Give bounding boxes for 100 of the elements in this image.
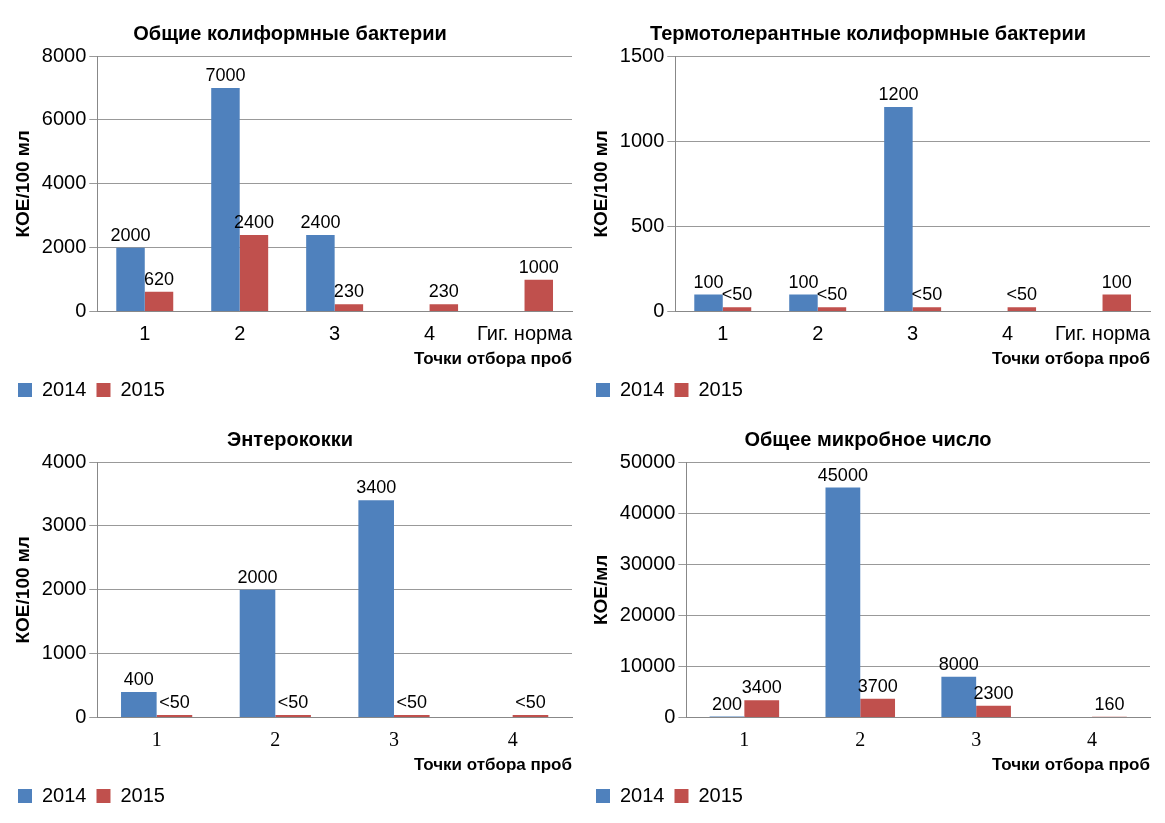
x-tick-label: 2 <box>812 322 824 345</box>
x-tick-label: 4 <box>1087 727 1098 750</box>
data-label: 2000 <box>110 224 151 245</box>
bar <box>976 705 1011 718</box>
x-tick-label: 1 <box>739 727 750 750</box>
data-label: 45000 <box>817 464 868 485</box>
data-label: <50 <box>396 692 428 713</box>
data-label: 200 <box>711 693 742 714</box>
legend-label: 2014 <box>620 783 665 806</box>
y-axis-title: КОЕ/100 мл <box>11 536 33 644</box>
data-label: 1000 <box>518 256 559 277</box>
data-label: 100 <box>788 271 819 292</box>
legend-label: 2014 <box>42 377 87 400</box>
y-tick-label: 0 <box>653 299 665 322</box>
data-label: <50 <box>159 692 190 713</box>
y-axis-title: КОЕ/100 мл <box>589 130 611 238</box>
y-tick-label: 8000 <box>41 43 87 66</box>
y-tick-label: 0 <box>664 705 676 728</box>
bar <box>817 307 847 312</box>
bar <box>512 715 549 718</box>
data-label: 1200 <box>878 84 919 105</box>
x-tick-label: 4 <box>1002 322 1014 345</box>
y-tick-label: 10000 <box>619 654 676 676</box>
bar <box>156 715 193 718</box>
x-tick-label: 4 <box>424 322 436 345</box>
legend-label: 2015 <box>120 783 165 806</box>
bar <box>275 715 311 718</box>
x-tick-label: 3 <box>907 322 919 345</box>
y-tick-label: 2000 <box>41 577 87 600</box>
data-label: 620 <box>143 268 175 289</box>
bar <box>116 247 145 312</box>
y-tick-label: 4000 <box>41 449 87 472</box>
data-label: 160 <box>1094 693 1125 714</box>
data-label: 8000 <box>938 653 979 674</box>
y-tick-label: 1000 <box>41 641 87 664</box>
legend-label: 2015 <box>120 377 165 400</box>
bar <box>1007 307 1037 312</box>
x-tick-label: 1 <box>139 322 151 345</box>
y-axis-title: КОЕ/100 мл <box>11 130 33 238</box>
bar <box>393 715 430 718</box>
chart-title: Энтерококки <box>227 427 353 450</box>
data-label: 7000 <box>205 64 246 85</box>
y-tick-label: 1500 <box>619 43 665 66</box>
x-axis-title: Точки отбора проб <box>991 755 1150 775</box>
chart-title: Общие колиформные бактерии <box>133 21 447 44</box>
bar <box>789 294 818 312</box>
y-tick-label: 50000 <box>619 449 676 472</box>
x-tick-label: 4 <box>507 727 518 750</box>
bar <box>524 279 554 312</box>
bar <box>239 234 269 312</box>
legend-label: 2015 <box>698 783 743 806</box>
data-label: <50 <box>911 284 943 305</box>
x-tick-label: 3 <box>329 322 341 345</box>
data-label: 2000 <box>237 566 278 587</box>
data-label: 2400 <box>300 211 341 232</box>
data-label: 3400 <box>741 677 782 698</box>
bar <box>239 589 276 718</box>
y-tick-label: 500 <box>630 213 665 236</box>
data-label: <50 <box>515 692 546 713</box>
y-tick-label: 30000 <box>619 551 676 574</box>
bar <box>694 294 723 312</box>
bar <box>144 291 174 312</box>
y-tick-label: 0 <box>75 299 87 322</box>
x-tick-label: 2 <box>234 322 246 345</box>
data-label: 230 <box>333 281 364 302</box>
data-label: 230 <box>428 281 459 302</box>
x-tick-label: 1 <box>717 322 729 345</box>
bar <box>1102 294 1132 312</box>
y-tick-label: 40000 <box>619 500 676 523</box>
x-axis-title: Точки отбора проб <box>413 349 572 369</box>
x-tick-label: 2 <box>270 727 281 750</box>
x-tick-label: 2 <box>855 727 866 750</box>
y-tick-label: 1000 <box>619 128 665 151</box>
data-label: <50 <box>1006 284 1038 305</box>
x-tick-label: Гиг. норма <box>477 322 573 345</box>
x-axis-title: Точки отбора проб <box>413 755 572 775</box>
bar <box>358 500 394 718</box>
legend-label: 2015 <box>698 377 743 400</box>
x-axis-title: Точки отбора проб <box>991 349 1150 369</box>
bar <box>306 234 335 312</box>
legend-label: 2014 <box>42 783 87 806</box>
x-tick-label: 3 <box>971 727 982 750</box>
x-tick-label: 3 <box>388 727 399 750</box>
data-label: 400 <box>123 669 154 690</box>
y-tick-label: 0 <box>75 705 87 728</box>
y-tick-label: 3000 <box>41 513 87 536</box>
bar <box>744 700 780 718</box>
bar <box>912 307 942 312</box>
x-tick-label: Гиг. норма <box>1055 322 1151 345</box>
y-tick-label: 20000 <box>619 602 676 625</box>
bar <box>722 307 752 312</box>
y-tick-label: 2000 <box>41 235 87 258</box>
data-label: 3400 <box>356 477 397 498</box>
data-label: 100 <box>1101 271 1132 292</box>
bar <box>429 304 459 312</box>
legend-label: 2014 <box>620 377 665 400</box>
y-axis-title: КОЕ/мл <box>589 554 611 626</box>
x-tick-label: 1 <box>151 727 162 750</box>
chart-title: Термотолерантные колиформные бактерии <box>649 21 1087 44</box>
bar <box>884 107 913 312</box>
